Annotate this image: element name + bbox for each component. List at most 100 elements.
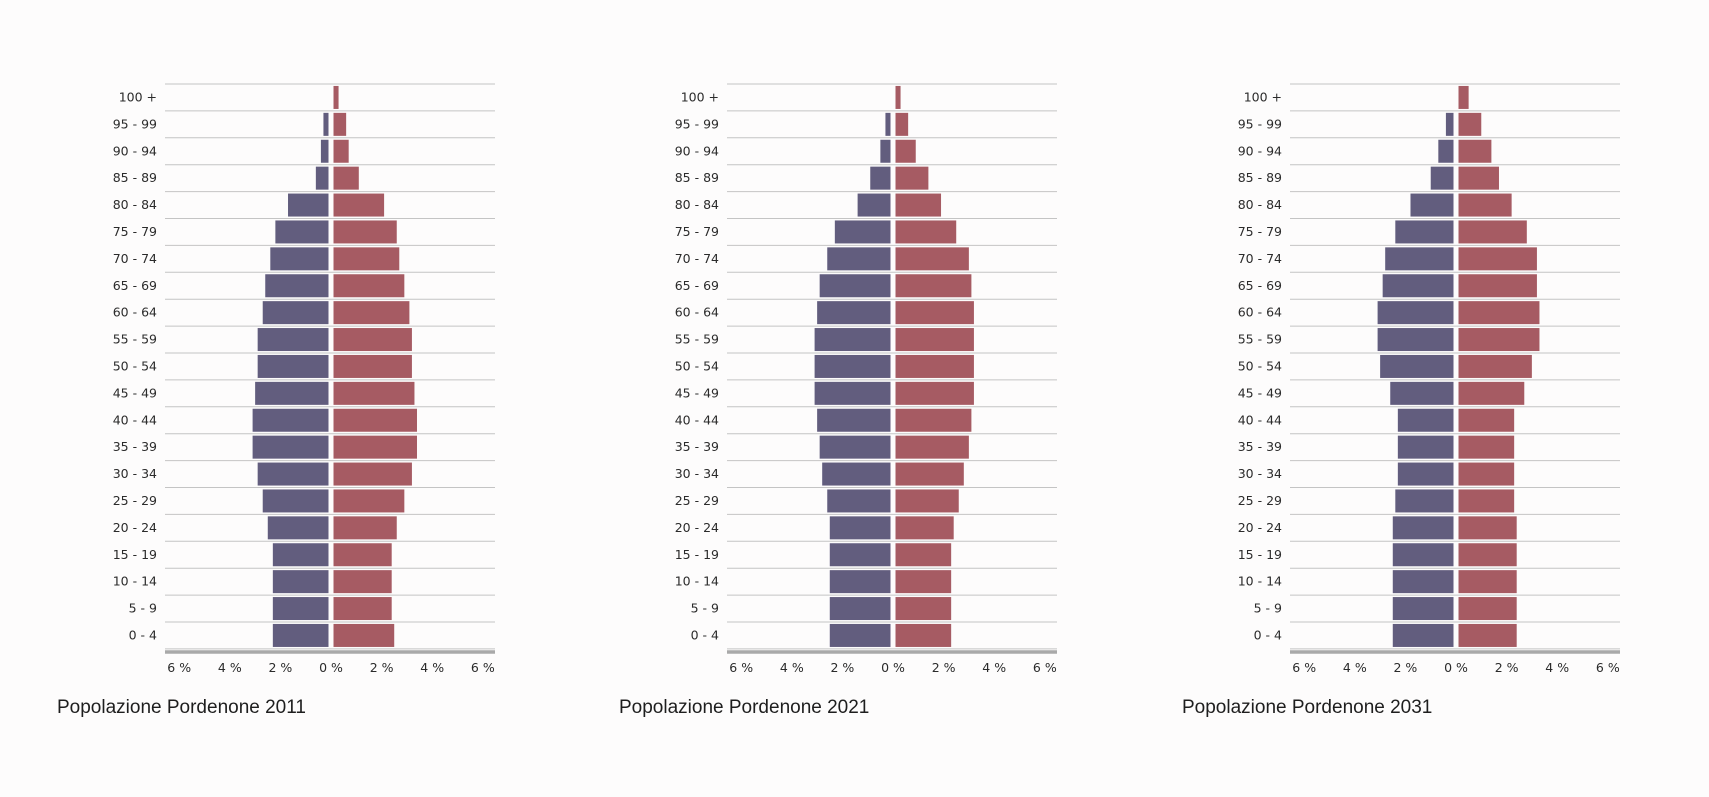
age-group-label: 70 - 74 bbox=[675, 251, 719, 266]
female-bar bbox=[895, 516, 954, 540]
male-bar bbox=[1392, 597, 1454, 621]
female-bar bbox=[333, 489, 405, 513]
female-bar bbox=[1458, 166, 1499, 190]
female-bar bbox=[895, 543, 952, 567]
age-group-label: 50 - 54 bbox=[113, 358, 157, 373]
female-bar bbox=[333, 570, 392, 594]
female-bar bbox=[333, 139, 349, 163]
male-bar bbox=[265, 274, 329, 298]
age-group-label: 80 - 84 bbox=[1238, 197, 1282, 212]
male-bar bbox=[814, 328, 891, 352]
population-pyramid-2011: 100 + 95 - 99 90 - 94 85 - 89 80 - 84 75 - 79… bbox=[113, 83, 495, 675]
male-bar bbox=[1397, 408, 1454, 432]
female-bar bbox=[1458, 112, 1482, 136]
female-bar bbox=[895, 328, 974, 352]
age-group-label: 95 - 99 bbox=[1238, 116, 1282, 131]
female-bar bbox=[1458, 139, 1492, 163]
male-bar bbox=[1392, 516, 1454, 540]
female-bar bbox=[895, 354, 974, 378]
female-bar bbox=[895, 247, 969, 271]
age-group-label: 60 - 64 bbox=[1238, 305, 1282, 320]
male-bar bbox=[1390, 381, 1454, 405]
female-bar bbox=[895, 193, 942, 217]
age-group-label: 45 - 49 bbox=[1238, 385, 1282, 400]
age-group-label: 50 - 54 bbox=[675, 358, 719, 373]
female-bar bbox=[333, 381, 415, 405]
age-group-label: 0 - 4 bbox=[129, 627, 157, 642]
female-bar bbox=[333, 247, 400, 271]
female-bar bbox=[1458, 247, 1537, 271]
male-bar bbox=[1397, 462, 1454, 486]
male-bar bbox=[252, 435, 329, 459]
age-group-label: 85 - 89 bbox=[113, 170, 157, 185]
male-bar bbox=[255, 381, 329, 405]
male-bar bbox=[1410, 193, 1454, 217]
x-tick-label: 6 % bbox=[1596, 660, 1620, 675]
age-group-label: 40 - 44 bbox=[113, 412, 157, 427]
age-group-label: 30 - 34 bbox=[113, 466, 157, 481]
male-bar bbox=[1385, 247, 1454, 271]
female-bar bbox=[1458, 381, 1525, 405]
female-bar bbox=[333, 462, 412, 486]
male-bar bbox=[1382, 274, 1454, 298]
female-bar bbox=[895, 408, 972, 432]
female-bar bbox=[333, 354, 412, 378]
female-bar bbox=[1458, 301, 1540, 325]
female-bar bbox=[895, 112, 909, 136]
age-group-label: 5 - 9 bbox=[129, 601, 157, 616]
x-tick-label: 4 % bbox=[218, 660, 242, 675]
age-group-label: 50 - 54 bbox=[1238, 358, 1282, 373]
female-bar bbox=[895, 435, 969, 459]
female-bar bbox=[895, 570, 952, 594]
male-bar bbox=[262, 301, 329, 325]
male-bar bbox=[880, 139, 891, 163]
male-bar bbox=[1395, 220, 1454, 244]
male-bar bbox=[829, 570, 891, 594]
male-bar bbox=[275, 220, 329, 244]
male-bar bbox=[272, 543, 329, 567]
female-bar bbox=[1458, 543, 1517, 567]
male-bar bbox=[267, 516, 329, 540]
x-tick-label: 2 % bbox=[268, 660, 292, 675]
x-tick-label: 2 % bbox=[370, 660, 394, 675]
male-bar bbox=[1380, 354, 1454, 378]
male-bar bbox=[257, 462, 329, 486]
male-bar bbox=[829, 516, 891, 540]
male-bar bbox=[315, 166, 329, 190]
male-bar bbox=[1438, 139, 1454, 163]
age-group-label: 60 - 64 bbox=[113, 305, 157, 320]
female-bar bbox=[1458, 489, 1515, 513]
female-bar bbox=[1458, 354, 1532, 378]
age-group-label: 20 - 24 bbox=[1238, 520, 1282, 535]
age-group-label: 30 - 34 bbox=[675, 466, 719, 481]
population-pyramid-2031: 100 + 95 - 99 90 - 94 85 - 89 80 - 84 75 - 79… bbox=[1238, 83, 1620, 675]
age-group-label: 35 - 39 bbox=[675, 439, 719, 454]
age-group-label: 0 - 4 bbox=[691, 627, 719, 642]
female-bar bbox=[333, 516, 397, 540]
male-bar bbox=[1377, 328, 1454, 352]
male-bar bbox=[885, 112, 891, 136]
female-bar bbox=[333, 301, 410, 325]
male-bar bbox=[288, 193, 329, 217]
age-group-label: 75 - 79 bbox=[675, 224, 719, 239]
age-group-label: 55 - 59 bbox=[113, 332, 157, 347]
female-bar bbox=[1458, 462, 1515, 486]
female-bar bbox=[1458, 570, 1517, 594]
female-bar bbox=[333, 274, 405, 298]
age-group-label: 0 - 4 bbox=[1254, 627, 1282, 642]
female-bar bbox=[895, 220, 957, 244]
chart-title-2021: Popolazione Pordenone 2021 bbox=[619, 697, 870, 718]
age-group-label: 35 - 39 bbox=[1238, 439, 1282, 454]
age-group-label: 45 - 49 bbox=[675, 385, 719, 400]
age-group-label: 80 - 84 bbox=[113, 197, 157, 212]
x-tick-label: 6 % bbox=[729, 660, 753, 675]
male-bar bbox=[1377, 301, 1454, 325]
age-group-label: 15 - 19 bbox=[675, 547, 719, 562]
male-bar bbox=[1392, 570, 1454, 594]
age-group-label: 75 - 79 bbox=[1238, 224, 1282, 239]
male-bar bbox=[819, 435, 891, 459]
age-group-label: 65 - 69 bbox=[113, 278, 157, 293]
x-tick-label: 6 % bbox=[471, 660, 495, 675]
female-bar bbox=[333, 623, 395, 647]
age-group-label: 55 - 59 bbox=[1238, 332, 1282, 347]
